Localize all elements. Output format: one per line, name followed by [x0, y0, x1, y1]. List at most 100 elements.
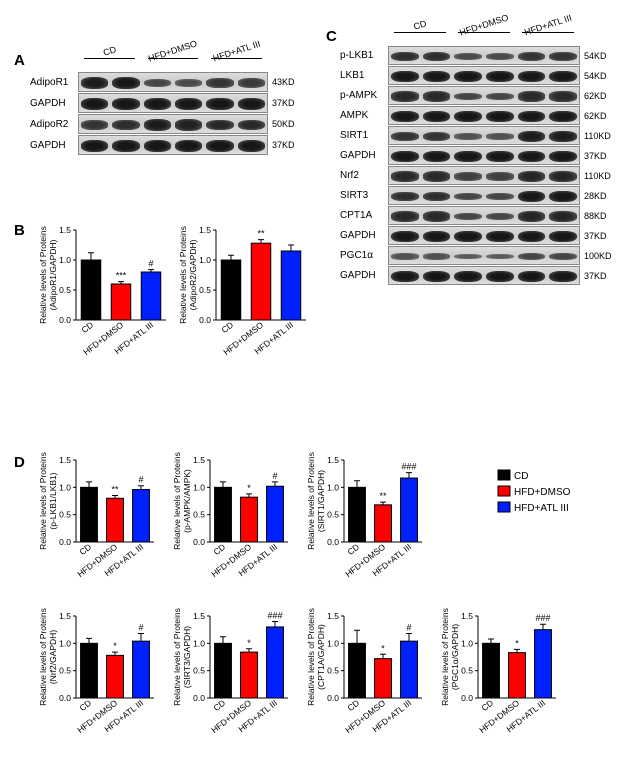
protein-name: GAPDH — [340, 270, 388, 281]
blot-row: CPT1A88KD — [340, 206, 624, 225]
svg-text:CD: CD — [77, 542, 93, 557]
kd-label: 110KD — [584, 131, 611, 141]
svg-text:1.5: 1.5 — [59, 455, 71, 465]
svg-text:**: ** — [257, 229, 265, 239]
bar — [81, 643, 98, 698]
kd-label: 37KD — [584, 151, 607, 161]
kd-label: 88KD — [584, 211, 607, 221]
blot-row: AdipoR2 50KD — [30, 114, 322, 134]
bar — [215, 487, 232, 542]
protein-name: AdipoR2 — [30, 119, 78, 130]
svg-text:Relative levels of Proteins(SI: Relative levels of Proteins(SIRT3/GAPDH) — [172, 608, 192, 706]
svg-text:0.0: 0.0 — [59, 315, 71, 325]
svg-text:1.5: 1.5 — [461, 611, 473, 621]
panel-label-c: C — [326, 28, 337, 45]
protein-name: p-AMPK — [340, 90, 388, 101]
bar — [375, 505, 392, 542]
protein-name: GAPDH — [340, 230, 388, 241]
svg-text:1.5: 1.5 — [327, 611, 339, 621]
svg-text:1.0: 1.0 — [59, 638, 71, 648]
svg-text:1.5: 1.5 — [193, 455, 205, 465]
kd-label: 54KD — [584, 71, 607, 81]
bar — [375, 659, 392, 698]
blot-strip — [388, 146, 580, 165]
svg-text:CD: CD — [345, 542, 361, 557]
bar — [133, 641, 150, 698]
svg-text:0.5: 0.5 — [59, 666, 71, 676]
svg-text:0.0: 0.0 — [461, 693, 473, 703]
svg-text:1.0: 1.0 — [461, 638, 473, 648]
blot-strip — [388, 106, 580, 125]
protein-name: SIRT3 — [340, 190, 388, 201]
svg-text:CD: CD — [211, 542, 227, 557]
blot-strip — [388, 246, 580, 265]
blot-strip — [388, 86, 580, 105]
svg-text:1.0: 1.0 — [327, 638, 339, 648]
protein-name: PGC1α — [340, 250, 388, 261]
svg-text:Relative levels of Proteins(Ad: Relative levels of Proteins(AdipoR1/GAPD… — [38, 226, 58, 324]
blot-row: GAPDH37KD — [30, 93, 322, 113]
blot-strip — [388, 266, 580, 285]
panel-label-a: A — [14, 52, 25, 69]
kd-label: 54KD — [584, 51, 607, 61]
condition-label: CD — [78, 46, 141, 72]
legend-swatch — [498, 502, 510, 512]
panel-c-blots: CDHFD+DMSOHFD+ATL IIIp-LKB154KDLKB154KDp… — [340, 20, 624, 286]
svg-text:1.5: 1.5 — [327, 455, 339, 465]
bar — [251, 243, 271, 320]
svg-text:*: * — [247, 638, 251, 648]
bar — [241, 497, 258, 542]
bar — [281, 251, 301, 320]
blot-strip — [388, 226, 580, 245]
protein-name: AdipoR1 — [30, 77, 78, 88]
kd-label: 37KD — [272, 140, 295, 150]
bar — [221, 260, 241, 320]
legend-swatch — [498, 470, 510, 480]
svg-text:#: # — [148, 259, 153, 269]
svg-text:Relative levels of Proteins(Nr: Relative levels of Proteins(Nrf2/GAPDH) — [38, 608, 58, 706]
svg-text:CD: CD — [211, 698, 227, 713]
blot-row: Nrf2110KD — [340, 166, 624, 185]
svg-text:Relative levels of Proteins(SI: Relative levels of Proteins(SIRT1/GAPDH) — [306, 452, 326, 550]
svg-text:CD: CD — [77, 698, 93, 713]
legend-label: CD — [514, 471, 528, 482]
kd-label: 43KD — [272, 77, 295, 87]
svg-text:###: ### — [401, 462, 416, 472]
legend-swatch — [498, 486, 510, 496]
svg-text:1.5: 1.5 — [59, 225, 71, 235]
svg-text:#: # — [272, 471, 277, 481]
kd-label: 62KD — [584, 111, 607, 121]
panel-d-charts: 0.00.51.01.5Relative levels of Proteins(… — [24, 454, 624, 774]
svg-text:0.0: 0.0 — [327, 693, 339, 703]
condition-label: HFD+ATL III — [205, 46, 268, 72]
svg-text:**: ** — [379, 491, 387, 501]
condition-label: HFD+DMSO — [452, 20, 516, 46]
svg-text:0.5: 0.5 — [461, 666, 473, 676]
bar — [81, 260, 101, 320]
svg-text:CD: CD — [479, 698, 495, 713]
protein-name: GAPDH — [30, 140, 78, 151]
kd-label: 28KD — [584, 191, 607, 201]
protein-name: GAPDH — [340, 150, 388, 161]
condition-label: HFD+ATL III — [516, 20, 580, 46]
kd-label: 50KD — [272, 119, 295, 129]
blot-strip — [78, 114, 268, 134]
svg-text:*: * — [247, 483, 251, 493]
svg-text:#: # — [406, 622, 411, 632]
svg-text:*: * — [113, 641, 117, 651]
bar — [535, 630, 552, 698]
blot-strip — [388, 206, 580, 225]
svg-text:0.5: 0.5 — [327, 666, 339, 676]
kd-label: 37KD — [584, 271, 607, 281]
protein-name: AMPK — [340, 110, 388, 121]
bar — [215, 643, 232, 698]
svg-text:#: # — [138, 622, 143, 632]
svg-text:1.5: 1.5 — [199, 225, 211, 235]
svg-text:0.5: 0.5 — [199, 285, 211, 295]
bar — [401, 641, 418, 698]
svg-text:1.0: 1.0 — [59, 255, 71, 265]
blot-strip — [78, 93, 268, 113]
bar — [133, 490, 150, 542]
protein-name: GAPDH — [30, 98, 78, 109]
blot-strip — [388, 66, 580, 85]
